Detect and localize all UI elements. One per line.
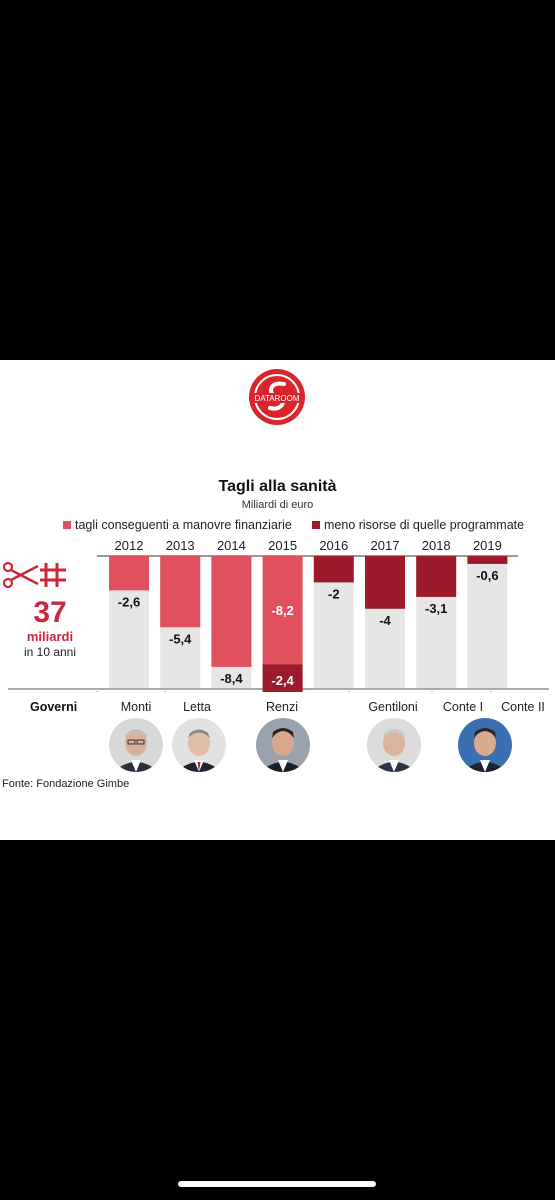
dataroom-logo: DATAROOM — [249, 369, 305, 425]
source-note: Fonte: Fondazione Gimbe — [2, 778, 130, 790]
gov-gentiloni: Gentiloni — [368, 700, 418, 714]
bar-2013-series-1 — [160, 556, 201, 628]
legend-swatch-less-resources — [312, 521, 320, 529]
data-label-2018-series-2: -3,1 — [425, 601, 447, 616]
data-label-2013-series-1: -5,4 — [169, 631, 192, 646]
legend-label-cuts: tagli conseguenti a manovre finanziarie — [75, 518, 292, 532]
gov-conte-ii: Conte II — [501, 700, 545, 714]
bar-2017-series-2 — [365, 556, 405, 609]
bar-background-2019 — [467, 556, 508, 688]
gov-conte-i: Conte I — [442, 700, 484, 714]
bar-2018-series-2 — [416, 556, 457, 597]
gov-monti: Monti — [120, 700, 152, 714]
legend-swatch-cuts — [63, 521, 71, 529]
data-label-2015-series-2: -2,4 — [271, 673, 294, 688]
portrait-letta — [172, 718, 226, 772]
tick-label-2016: 2016 — [319, 538, 348, 553]
tick-label-2015: 2015 — [268, 538, 297, 553]
bar-2012-series-1 — [109, 556, 149, 591]
bar-2014-series-1 — [211, 556, 252, 667]
legend-label-less-resources: meno risorse di quelle programmate — [324, 518, 525, 532]
portrait-monti — [109, 718, 163, 772]
data-label-2016-series-2: -2 — [328, 586, 340, 601]
portrait-renzi — [256, 718, 310, 772]
tick-label-2012: 2012 — [115, 538, 144, 553]
bar-2015-series-1 — [262, 556, 303, 665]
tick-label-2017: 2017 — [371, 538, 400, 553]
tick-label-2019: 2019 — [473, 538, 502, 553]
total-cuts-value: 37 — [33, 596, 67, 629]
gov-renzi: Renzi — [266, 700, 298, 714]
portrait-conte — [458, 718, 512, 772]
bar-2015-series-2 — [262, 664, 303, 692]
tick-label-2013: 2013 — [166, 538, 195, 553]
data-label-2015-series-1: -8,2 — [271, 603, 293, 618]
tick-label-2014: 2014 — [217, 538, 246, 553]
data-label-2012-series-1: -2,6 — [118, 594, 140, 609]
logo-text: DATAROOM — [254, 394, 299, 403]
chart-subtitle: Miliardi di euro — [241, 499, 314, 511]
scissors-cross-icon — [2, 561, 66, 589]
data-label-2017-series-2: -4 — [379, 613, 391, 628]
chart-title: Tagli alla sanità — [218, 478, 337, 495]
bar-chart: 2012 2013 2014 2015 2016 2017 2018 2019 -2,6 -5,4… — [8, 538, 549, 692]
portrait-gentiloni — [367, 718, 421, 772]
infographic-card: DATAROOM Tagli alla sanità Miliardi di e… — [0, 360, 555, 840]
total-cuts-caption: in 10 anni — [23, 645, 77, 659]
tick-label-2018: 2018 — [422, 538, 451, 553]
gov-letta: Letta — [183, 700, 211, 714]
data-label-2014-series-1: -8,4 — [220, 671, 243, 686]
bar-2019-series-2 — [467, 556, 508, 564]
data-label-2019-series-2: -0,6 — [476, 568, 498, 583]
legend-item-cuts: tagli conseguenti a manovre finanziarie — [63, 518, 292, 532]
home-indicator[interactable] — [178, 1181, 376, 1187]
governments-label: Governi — [30, 700, 78, 714]
total-cuts-unit: miliardi — [26, 629, 74, 644]
legend-item-less-resources: meno risorse di quelle programmate — [312, 518, 524, 532]
bar-2016-series-2 — [313, 556, 354, 583]
